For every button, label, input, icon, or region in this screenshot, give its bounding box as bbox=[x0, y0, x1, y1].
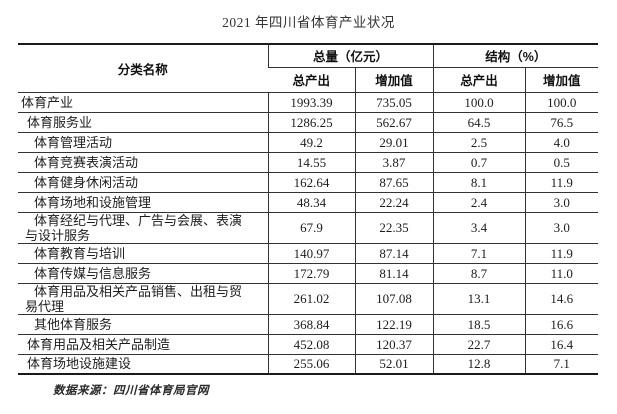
cell-total-output-structure: 7.1 bbox=[432, 243, 526, 264]
cell-added-value-amount: 87.65 bbox=[354, 172, 434, 193]
cell-added-value-structure: 3.0 bbox=[524, 212, 599, 244]
table-header: 分类名称 总量（亿元） 结构（%） 总产出 增加值 总产出 增加值 bbox=[18, 44, 599, 93]
cell-total-output-structure: 100.0 bbox=[432, 92, 526, 113]
row-label: 体育经纪与代理、广告与会展、表演与设计服务 bbox=[18, 212, 268, 244]
cell-total-output-structure: 0.7 bbox=[432, 152, 526, 173]
cell-added-value-amount: 22.35 bbox=[354, 212, 434, 244]
row-label: 体育用品及相关产品销售、出租与贸易代理 bbox=[18, 283, 268, 315]
cell-total-output-amount: 1993.39 bbox=[267, 92, 355, 113]
cell-added-value-amount: 120.37 bbox=[354, 334, 434, 355]
header-row-groups: 分类名称 总量（亿元） 结构（%） bbox=[18, 44, 599, 93]
column-header-category: 分类名称 bbox=[18, 44, 268, 93]
cell-total-output-structure: 12.8 bbox=[432, 354, 526, 375]
sports-industry-table: 分类名称 总量（亿元） 结构（%） 总产出 增加值 总产出 增加值 体育产业 19… bbox=[18, 43, 599, 375]
cell-added-value-amount: 562.67 bbox=[354, 112, 434, 133]
table-row: 体育场地和设施管理 48.34 22.24 2.4 3.0 bbox=[18, 192, 599, 213]
column-group-total-amount: 总量（亿元） bbox=[267, 44, 434, 68]
cell-added-value-amount: 87.14 bbox=[354, 243, 434, 264]
table-row: 体育管理活动 49.2 29.01 2.5 4.0 bbox=[18, 132, 599, 153]
row-label: 体育服务业 bbox=[18, 112, 268, 133]
row-label: 体育竞赛表演活动 bbox=[18, 152, 268, 173]
table-row: 体育用品及相关产品销售、出租与贸易代理 261.02 107.08 13.1 14.6 bbox=[18, 283, 599, 315]
cell-total-output-amount: 49.2 bbox=[267, 132, 355, 153]
cell-total-output-structure: 8.1 bbox=[432, 172, 526, 193]
table-row: 体育用品及相关产品制造 452.08 120.37 22.7 16.4 bbox=[18, 334, 599, 355]
cell-total-output-amount: 162.64 bbox=[267, 172, 355, 193]
header-row-subcolumns: 总产出 增加值 总产出 增加值 bbox=[18, 67, 599, 93]
row-label: 体育管理活动 bbox=[18, 132, 268, 153]
column-header-added-value-amount: 增加值 bbox=[354, 67, 434, 93]
cell-total-output-amount: 48.34 bbox=[267, 192, 355, 213]
cell-added-value-amount: 3.87 bbox=[354, 152, 434, 173]
row-label: 体育场地设施建设 bbox=[18, 354, 268, 375]
cell-total-output-amount: 172.79 bbox=[267, 263, 355, 284]
cell-added-value-amount: 22.24 bbox=[354, 192, 434, 213]
row-label: 体育教育与培训 bbox=[18, 243, 268, 264]
cell-added-value-structure: 0.5 bbox=[524, 152, 599, 173]
row-label: 体育用品及相关产品制造 bbox=[18, 334, 268, 355]
cell-added-value-structure: 7.1 bbox=[524, 354, 599, 375]
cell-total-output-amount: 14.55 bbox=[267, 152, 355, 173]
cell-added-value-structure: 11.9 bbox=[524, 243, 599, 264]
cell-added-value-structure: 14.6 bbox=[524, 283, 599, 315]
cell-added-value-structure: 16.6 bbox=[524, 314, 599, 335]
cell-added-value-structure: 76.5 bbox=[524, 112, 599, 133]
column-group-structure: 结构（%） bbox=[432, 44, 599, 68]
table-row: 体育产业 1993.39 735.05 100.0 100.0 bbox=[18, 92, 599, 113]
cell-total-output-amount: 1286.25 bbox=[267, 112, 355, 133]
cell-added-value-structure: 11.9 bbox=[524, 172, 599, 193]
cell-added-value-amount: 81.14 bbox=[354, 263, 434, 284]
cell-total-output-structure: 2.4 bbox=[432, 192, 526, 213]
column-header-total-output-amount: 总产出 bbox=[268, 67, 355, 93]
cell-total-output-amount: 261.02 bbox=[267, 283, 355, 315]
table-row: 体育竞赛表演活动 14.55 3.87 0.7 0.5 bbox=[18, 152, 599, 173]
table-row: 体育教育与培训 140.97 87.14 7.1 11.9 bbox=[18, 243, 599, 264]
cell-added-value-structure: 4.0 bbox=[524, 132, 599, 153]
column-header-added-value-structure: 增加值 bbox=[524, 67, 599, 93]
table-row: 其他体育服务 368.84 122.19 18.5 16.6 bbox=[18, 314, 599, 335]
table-body: 体育产业 1993.39 735.05 100.0 100.0 体育服务业 1286.25 5… bbox=[18, 92, 599, 375]
cell-total-output-structure: 22.7 bbox=[432, 334, 526, 355]
table-row: 体育场地设施建设 255.06 52.01 12.8 7.1 bbox=[18, 354, 599, 375]
column-header-total-output-structure: 总产出 bbox=[432, 67, 526, 93]
cell-added-value-amount: 107.08 bbox=[354, 283, 434, 315]
cell-total-output-structure: 3.4 bbox=[432, 212, 526, 244]
cell-total-output-structure: 64.5 bbox=[432, 112, 526, 133]
cell-total-output-structure: 18.5 bbox=[432, 314, 526, 335]
row-label: 体育健身休闲活动 bbox=[18, 172, 268, 193]
cell-total-output-amount: 368.84 bbox=[267, 314, 355, 335]
cell-total-output-amount: 140.97 bbox=[267, 243, 355, 264]
cell-total-output-structure: 8.7 bbox=[432, 263, 526, 284]
table-title: 2021 年四川省体育产业状况 bbox=[222, 15, 395, 30]
cell-total-output-amount: 67.9 bbox=[267, 212, 355, 244]
table-row: 体育传媒与信息服务 172.79 81.14 8.7 11.0 bbox=[18, 263, 599, 284]
row-label: 体育场地和设施管理 bbox=[18, 192, 268, 213]
cell-added-value-structure: 16.4 bbox=[524, 334, 599, 355]
cell-added-value-amount: 735.05 bbox=[354, 92, 434, 113]
row-label: 体育传媒与信息服务 bbox=[18, 263, 268, 284]
cell-added-value-amount: 29.01 bbox=[354, 132, 434, 153]
cell-total-output-structure: 2.5 bbox=[432, 132, 526, 153]
cell-added-value-amount: 52.01 bbox=[354, 354, 434, 375]
data-source-note: 数据来源：四川省体育局官网 bbox=[53, 385, 209, 397]
table-row: 体育经纪与代理、广告与会展、表演与设计服务 67.9 22.35 3.4 3.0 bbox=[18, 212, 599, 244]
row-label: 其他体育服务 bbox=[18, 314, 268, 335]
cell-added-value-structure: 3.0 bbox=[524, 192, 599, 213]
cell-added-value-structure: 11.0 bbox=[524, 263, 599, 284]
row-label: 体育产业 bbox=[18, 92, 268, 113]
cell-added-value-amount: 122.19 bbox=[354, 314, 434, 335]
cell-total-output-amount: 255.06 bbox=[267, 354, 355, 375]
cell-total-output-structure: 13.1 bbox=[432, 283, 526, 315]
table-row: 体育服务业 1286.25 562.67 64.5 76.5 bbox=[18, 112, 599, 133]
cell-added-value-structure: 100.0 bbox=[524, 92, 599, 113]
cell-total-output-amount: 452.08 bbox=[267, 334, 355, 355]
table-row: 体育健身休闲活动 162.64 87.65 8.1 11.9 bbox=[18, 172, 599, 193]
